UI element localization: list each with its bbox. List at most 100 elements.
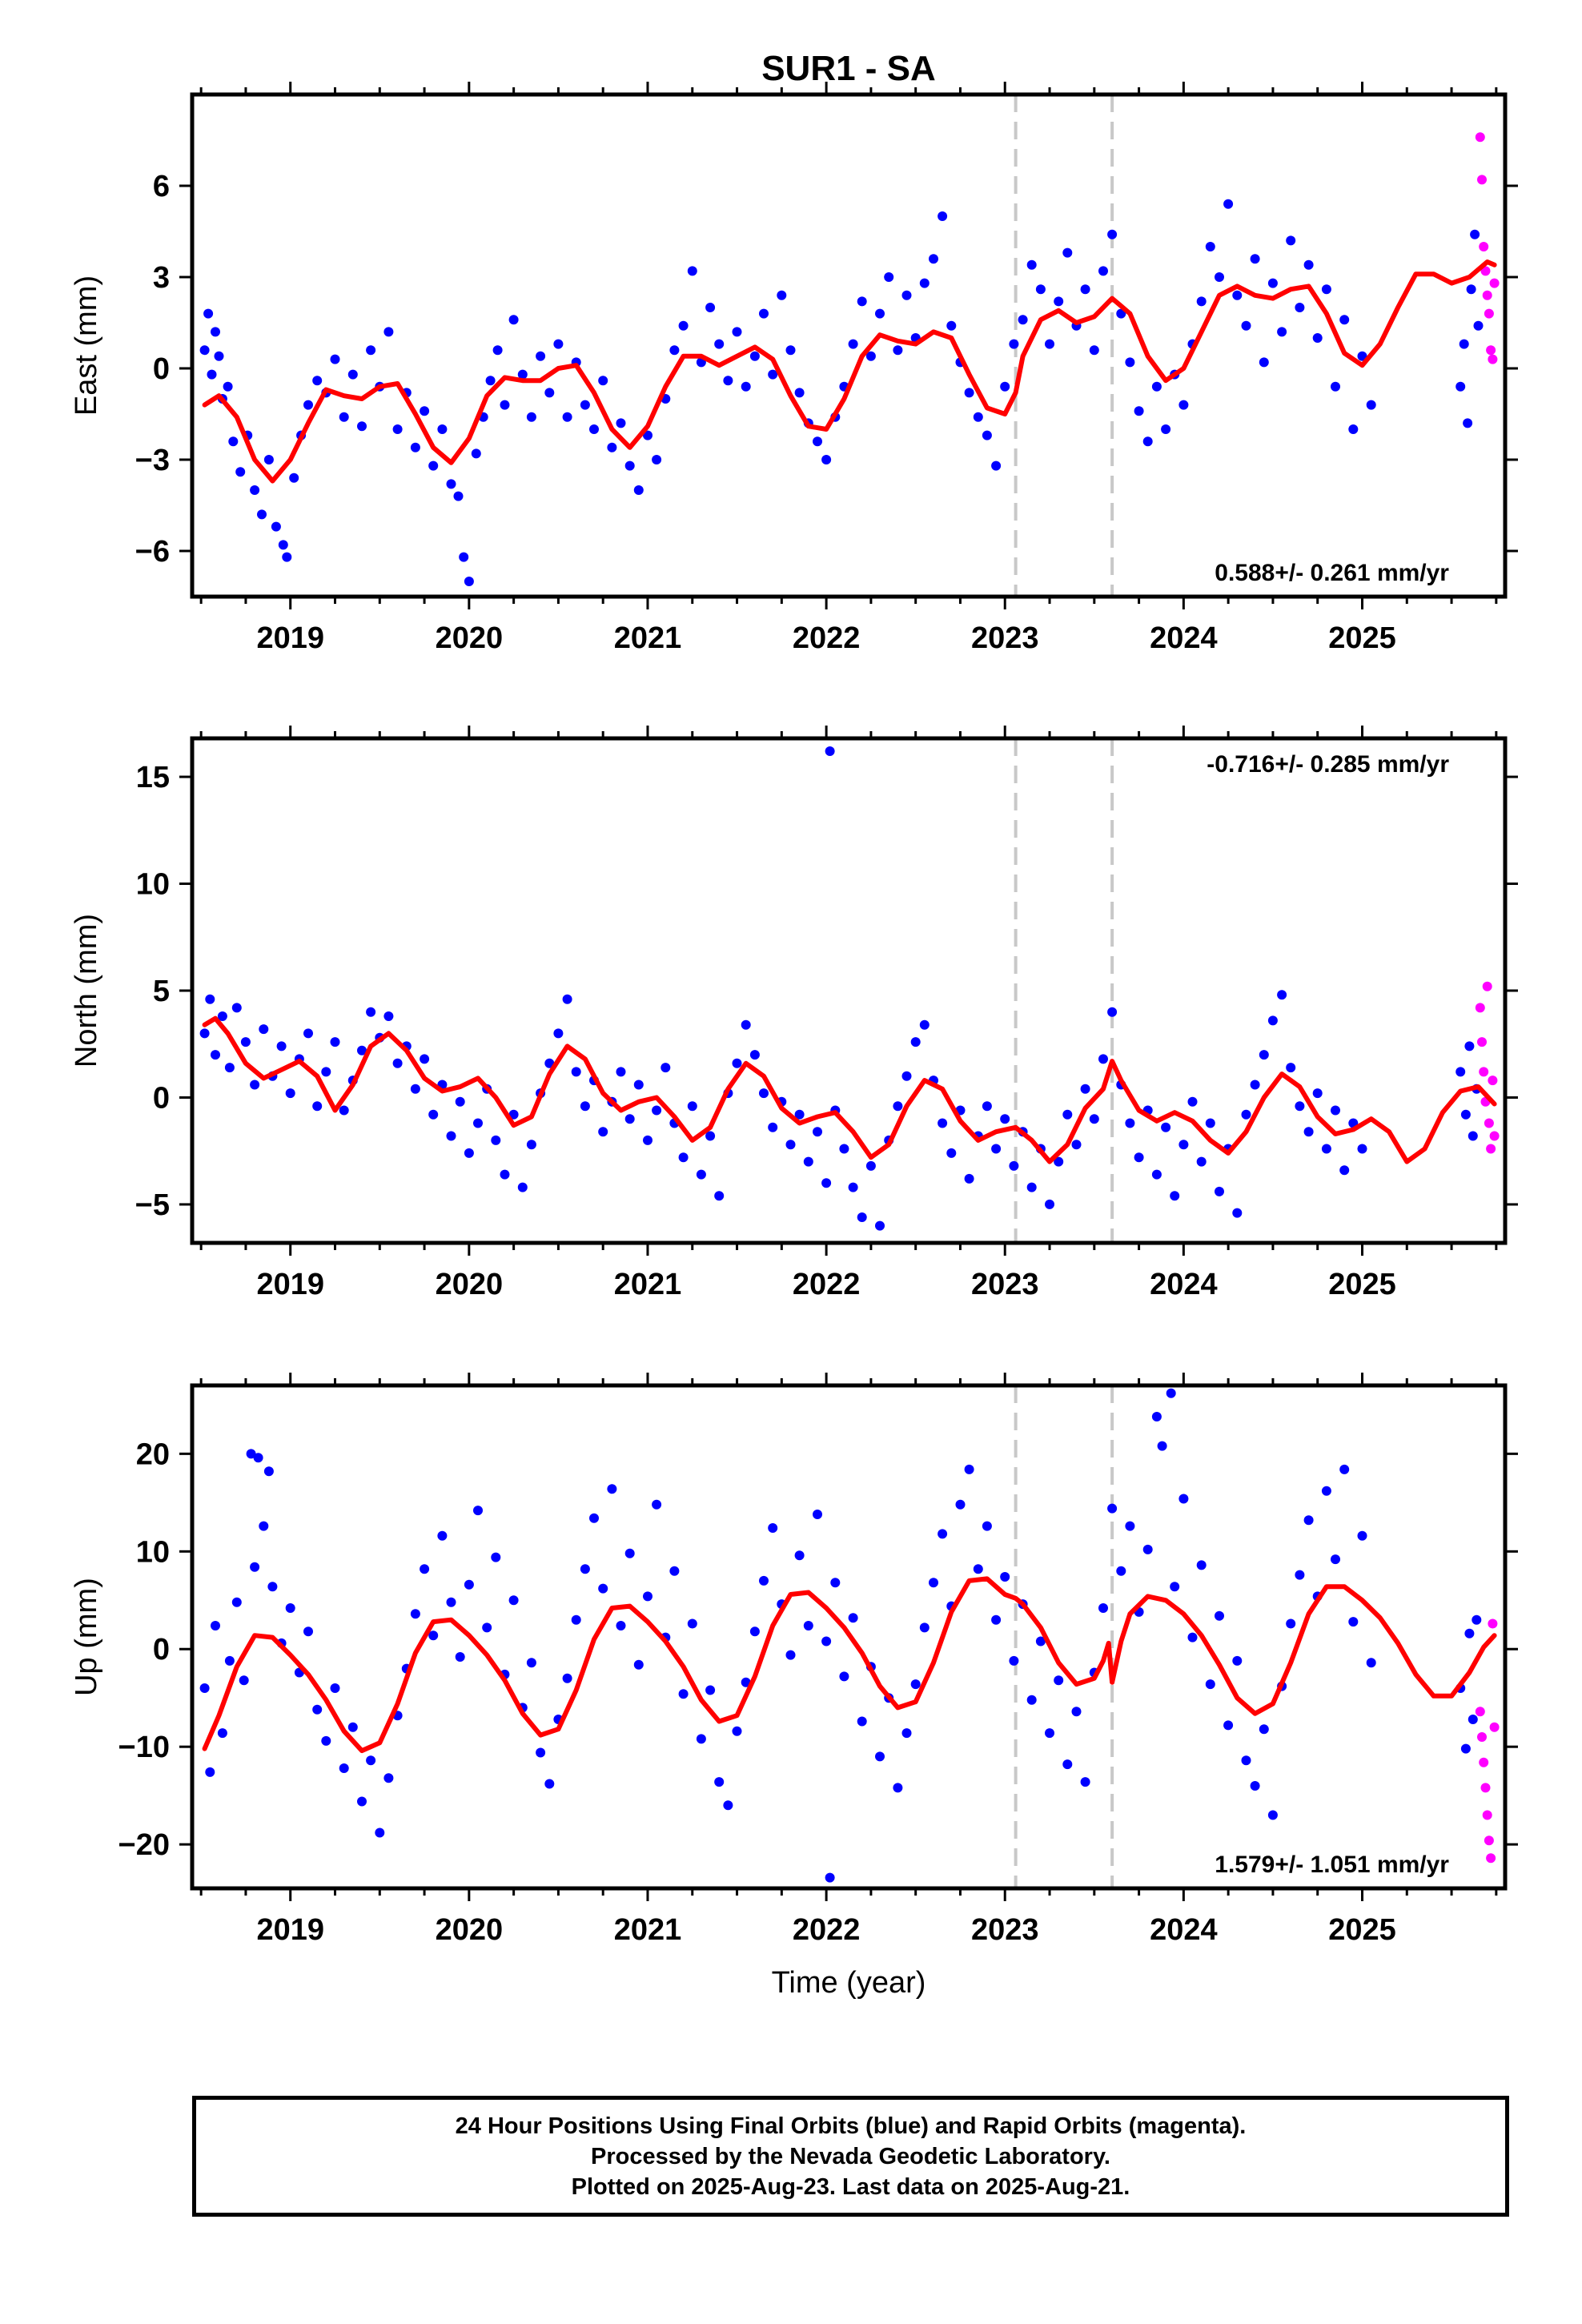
final-point	[339, 412, 349, 422]
final-point	[446, 1131, 456, 1141]
final-point	[598, 1127, 608, 1137]
final-point	[214, 351, 224, 361]
data-layer	[199, 1388, 1500, 1883]
final-point	[901, 1728, 912, 1739]
model-fit-line	[202, 1576, 1497, 1754]
final-point	[1080, 1777, 1090, 1787]
final-point	[1339, 1464, 1350, 1474]
y-axis-label: Up (mm)	[70, 1578, 103, 1696]
final-point	[339, 1763, 349, 1773]
velocity-label: 1.579+/- 1.051 mm/yr	[1215, 1852, 1449, 1878]
final-point	[282, 552, 292, 562]
final-point	[1357, 1144, 1367, 1154]
rapid-point	[1488, 1618, 1498, 1629]
rapid-point	[1488, 1076, 1498, 1086]
final-point	[1277, 327, 1287, 337]
final-point	[420, 1564, 430, 1574]
final-point	[1035, 1636, 1046, 1647]
final-point	[1062, 247, 1073, 258]
final-point	[1178, 1140, 1189, 1150]
final-point	[732, 1058, 742, 1068]
final-point	[991, 1144, 1002, 1154]
final-point	[1045, 339, 1054, 349]
final-point	[669, 1566, 680, 1576]
final-point	[982, 1101, 992, 1112]
final-point	[848, 1613, 858, 1623]
final-point	[464, 1148, 474, 1158]
x-axis-label: Time (year)	[772, 1966, 926, 2000]
final-point	[1170, 1582, 1180, 1592]
final-point	[455, 1652, 465, 1662]
final-point	[271, 521, 281, 532]
final-point	[1470, 229, 1480, 239]
final-point	[1187, 1096, 1198, 1107]
final-point	[1277, 990, 1287, 1000]
final-point	[678, 1152, 689, 1163]
final-point	[410, 1609, 420, 1619]
x-tick-label: 2023	[971, 621, 1039, 655]
rapid-point	[1489, 1131, 1500, 1141]
plot-frame	[190, 92, 1508, 599]
final-point	[1170, 1191, 1180, 1201]
final-point	[224, 1063, 235, 1073]
final-point	[875, 1751, 885, 1762]
rapid-point	[1480, 1783, 1491, 1793]
final-point	[250, 485, 260, 495]
final-point	[580, 1101, 590, 1112]
final-point	[1054, 1156, 1064, 1167]
final-point	[1259, 357, 1269, 368]
final-point	[1098, 1054, 1108, 1064]
y-tick-label: 3	[153, 261, 170, 295]
final-point	[803, 1621, 813, 1630]
final-point	[500, 1169, 510, 1180]
final-point	[1157, 1441, 1167, 1451]
final-point	[1456, 1067, 1466, 1077]
y-tick-label: 15	[136, 761, 170, 794]
final-point	[705, 1685, 716, 1695]
final-point	[199, 1683, 210, 1693]
final-point	[1312, 333, 1323, 343]
final-point	[392, 424, 403, 434]
final-point	[223, 381, 233, 392]
final-point	[239, 1675, 249, 1686]
final-point	[276, 1041, 287, 1051]
final-point	[383, 1773, 394, 1783]
final-point	[973, 1564, 983, 1574]
final-point	[1463, 418, 1473, 428]
final-orbit-points	[199, 746, 1482, 1231]
chart-title: SUR1 - SA	[761, 49, 936, 88]
final-point	[1460, 1743, 1471, 1754]
final-point	[339, 1105, 349, 1116]
final-point	[1464, 1041, 1475, 1051]
final-point	[839, 1671, 849, 1682]
x-tick-label: 2024	[1150, 1268, 1218, 1301]
final-point	[375, 1827, 385, 1838]
final-point	[1232, 1208, 1243, 1218]
final-point	[526, 1658, 536, 1668]
final-point	[259, 1024, 269, 1035]
y-tick-label: 20	[136, 1437, 170, 1471]
final-point	[785, 345, 796, 356]
final-point	[526, 1140, 536, 1150]
final-point	[1215, 1610, 1224, 1621]
final-point	[973, 412, 983, 422]
final-point	[1009, 1655, 1019, 1666]
final-point	[321, 1067, 331, 1077]
final-point	[794, 388, 805, 398]
final-point	[1339, 315, 1350, 325]
final-point	[205, 994, 215, 1004]
final-point	[1000, 1572, 1010, 1582]
final-point	[1107, 229, 1118, 239]
final-point	[446, 479, 456, 489]
final-point	[652, 1499, 662, 1510]
final-point	[884, 272, 894, 282]
x-tick-label: 2025	[1328, 621, 1396, 655]
final-point	[1303, 1127, 1314, 1137]
final-point	[1259, 1050, 1269, 1060]
final-point	[624, 460, 635, 471]
final-point	[982, 430, 992, 440]
final-point	[1331, 1554, 1340, 1565]
final-point	[383, 1011, 394, 1021]
final-point	[1125, 357, 1135, 368]
final-point	[303, 400, 313, 410]
